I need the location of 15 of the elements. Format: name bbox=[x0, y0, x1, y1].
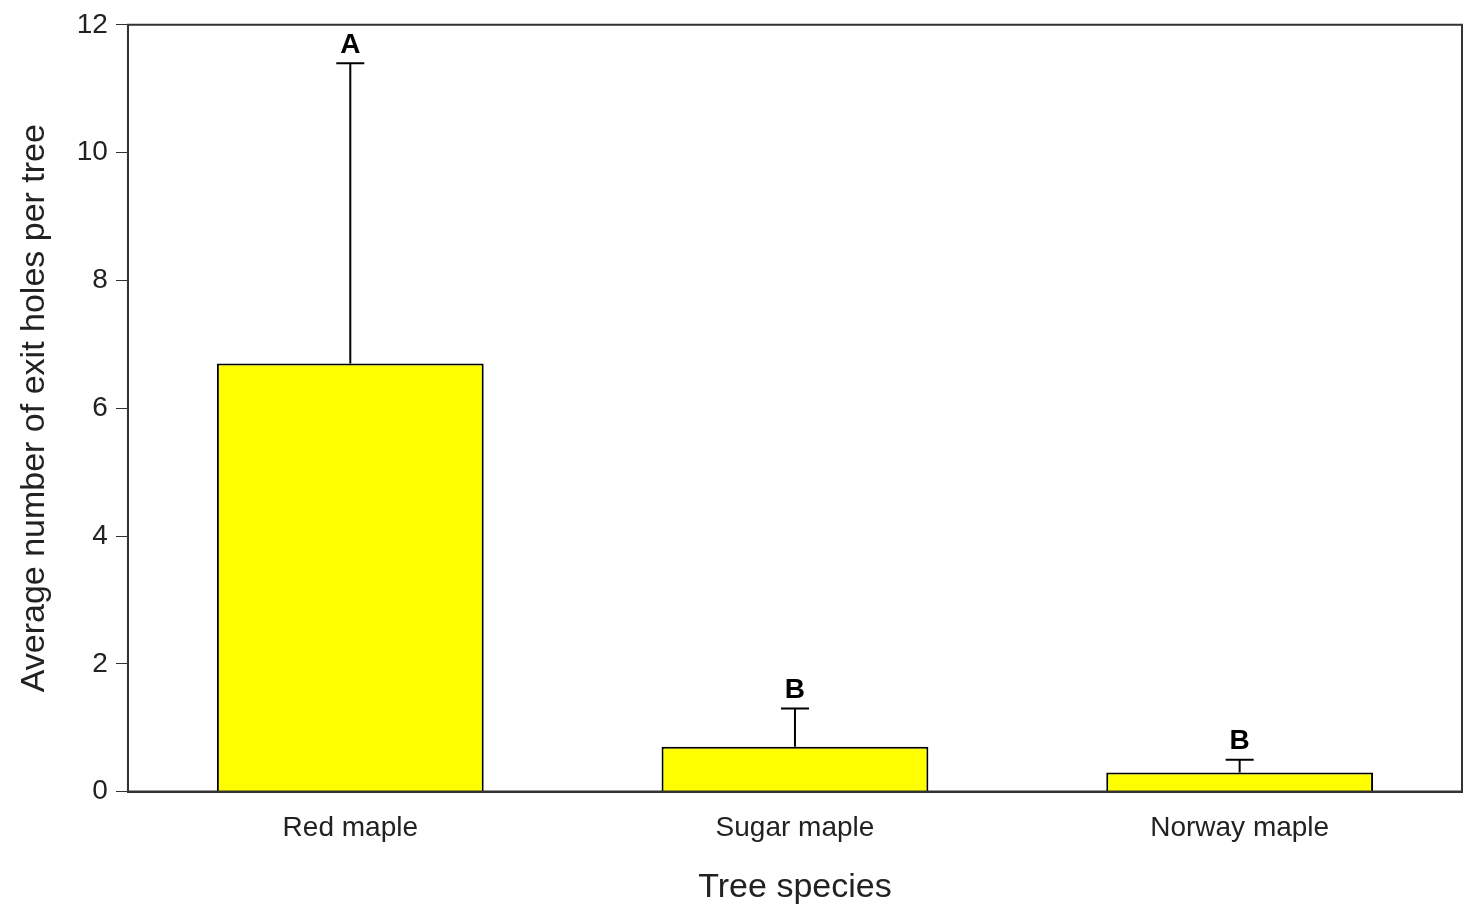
y-tick-label: 12 bbox=[76, 7, 108, 39]
x-axis-title: Tree species bbox=[698, 865, 892, 904]
x-tick-label: Red maple bbox=[282, 811, 418, 843]
y-tick-label: 4 bbox=[92, 518, 108, 550]
annotation: B bbox=[784, 673, 806, 705]
annotation: A bbox=[340, 27, 361, 59]
annotation: B bbox=[1229, 724, 1250, 756]
y-tick-label: 0 bbox=[92, 774, 108, 806]
y-tick-label: 2 bbox=[92, 646, 108, 678]
y-tick-label: 6 bbox=[92, 390, 108, 422]
x-tick-label: Sugar maple bbox=[715, 811, 875, 843]
y-tick-label: 8 bbox=[92, 263, 108, 295]
y-axis-title: Average number of exit holes per tree bbox=[12, 124, 51, 693]
x-tick-label: Norway maple bbox=[1150, 811, 1330, 843]
y-tick-label: 10 bbox=[76, 135, 108, 167]
